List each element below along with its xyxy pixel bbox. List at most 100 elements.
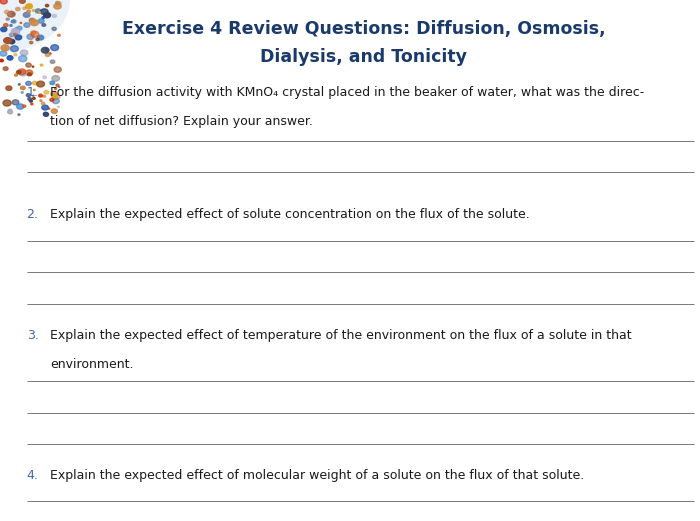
Circle shape	[15, 28, 18, 30]
Circle shape	[12, 100, 19, 105]
Circle shape	[26, 81, 32, 85]
Circle shape	[36, 38, 39, 41]
Text: tion of net diffusion? Explain your answer.: tion of net diffusion? Explain your answ…	[50, 115, 314, 128]
Circle shape	[54, 67, 62, 72]
Circle shape	[58, 86, 60, 88]
Circle shape	[23, 105, 26, 107]
Circle shape	[46, 4, 49, 7]
Circle shape	[40, 100, 42, 102]
Circle shape	[24, 23, 30, 27]
Circle shape	[38, 19, 44, 23]
Circle shape	[7, 56, 13, 60]
Circle shape	[31, 103, 33, 105]
Circle shape	[0, 0, 7, 4]
Circle shape	[27, 94, 31, 97]
Circle shape	[6, 86, 12, 91]
Circle shape	[43, 13, 50, 18]
Circle shape	[27, 10, 30, 13]
Circle shape	[29, 100, 32, 102]
Circle shape	[25, 70, 33, 76]
Circle shape	[52, 15, 57, 18]
Circle shape	[57, 34, 60, 36]
Circle shape	[36, 9, 41, 13]
Circle shape	[38, 11, 41, 13]
Circle shape	[29, 18, 35, 22]
Circle shape	[1, 45, 9, 51]
Text: Explain the expected effect of molecular weight of a solute on the flux of that : Explain the expected effect of molecular…	[50, 469, 584, 482]
Circle shape	[4, 10, 9, 14]
Text: Exercise 4 Review Questions: Diffusion, Osmosis,: Exercise 4 Review Questions: Diffusion, …	[122, 20, 605, 38]
Circle shape	[31, 31, 38, 38]
Circle shape	[23, 13, 30, 17]
Circle shape	[41, 9, 48, 15]
Circle shape	[9, 40, 15, 44]
Circle shape	[50, 60, 55, 64]
Circle shape	[51, 109, 57, 114]
Circle shape	[42, 105, 48, 110]
Circle shape	[54, 4, 61, 9]
Circle shape	[3, 100, 11, 106]
Circle shape	[42, 23, 46, 27]
Circle shape	[45, 48, 48, 51]
Circle shape	[20, 50, 28, 56]
Circle shape	[52, 76, 60, 81]
Circle shape	[32, 81, 37, 85]
Circle shape	[8, 109, 12, 111]
Circle shape	[11, 21, 13, 22]
Circle shape	[8, 110, 13, 114]
Circle shape	[46, 53, 50, 56]
Circle shape	[28, 97, 32, 101]
Circle shape	[15, 7, 20, 11]
Circle shape	[6, 18, 9, 20]
Circle shape	[50, 98, 54, 101]
Circle shape	[4, 67, 8, 70]
Circle shape	[50, 45, 59, 51]
Circle shape	[15, 74, 18, 76]
Circle shape	[29, 41, 33, 44]
Circle shape	[31, 31, 36, 34]
Circle shape	[44, 91, 49, 94]
Circle shape	[4, 38, 12, 43]
Circle shape	[10, 46, 18, 52]
Circle shape	[32, 9, 34, 11]
Circle shape	[52, 27, 56, 30]
Circle shape	[27, 34, 34, 40]
Circle shape	[56, 84, 59, 86]
Text: Dialysis, and Tonicity: Dialysis, and Tonicity	[260, 48, 468, 66]
Circle shape	[7, 11, 15, 17]
Circle shape	[41, 47, 49, 53]
Circle shape	[12, 20, 16, 23]
Circle shape	[18, 114, 20, 116]
Circle shape	[42, 17, 45, 19]
Circle shape	[18, 69, 26, 75]
Circle shape	[27, 73, 32, 76]
Text: 2.: 2.	[27, 208, 38, 221]
Circle shape	[15, 35, 22, 40]
Circle shape	[43, 112, 48, 116]
Circle shape	[50, 81, 55, 85]
Circle shape	[17, 70, 21, 74]
Circle shape	[52, 98, 60, 104]
Circle shape	[13, 33, 17, 36]
Circle shape	[10, 33, 15, 37]
Circle shape	[36, 81, 45, 87]
Text: environment.: environment.	[50, 358, 134, 371]
Circle shape	[37, 35, 43, 40]
Circle shape	[23, 7, 26, 9]
Circle shape	[54, 95, 60, 99]
Circle shape	[57, 106, 60, 107]
Text: 1.: 1.	[27, 86, 38, 99]
Circle shape	[18, 84, 20, 85]
Circle shape	[48, 108, 50, 109]
Circle shape	[11, 13, 15, 16]
Circle shape	[19, 56, 27, 62]
Circle shape	[51, 92, 57, 96]
Circle shape	[38, 94, 43, 97]
Circle shape	[34, 90, 35, 91]
Circle shape	[21, 92, 23, 93]
Circle shape	[41, 64, 43, 66]
Circle shape	[55, 88, 57, 90]
Text: Explain the expected effect of solute concentration on the flux of the solute.: Explain the expected effect of solute co…	[50, 208, 530, 221]
Circle shape	[27, 4, 32, 8]
Text: 3.: 3.	[27, 329, 38, 342]
